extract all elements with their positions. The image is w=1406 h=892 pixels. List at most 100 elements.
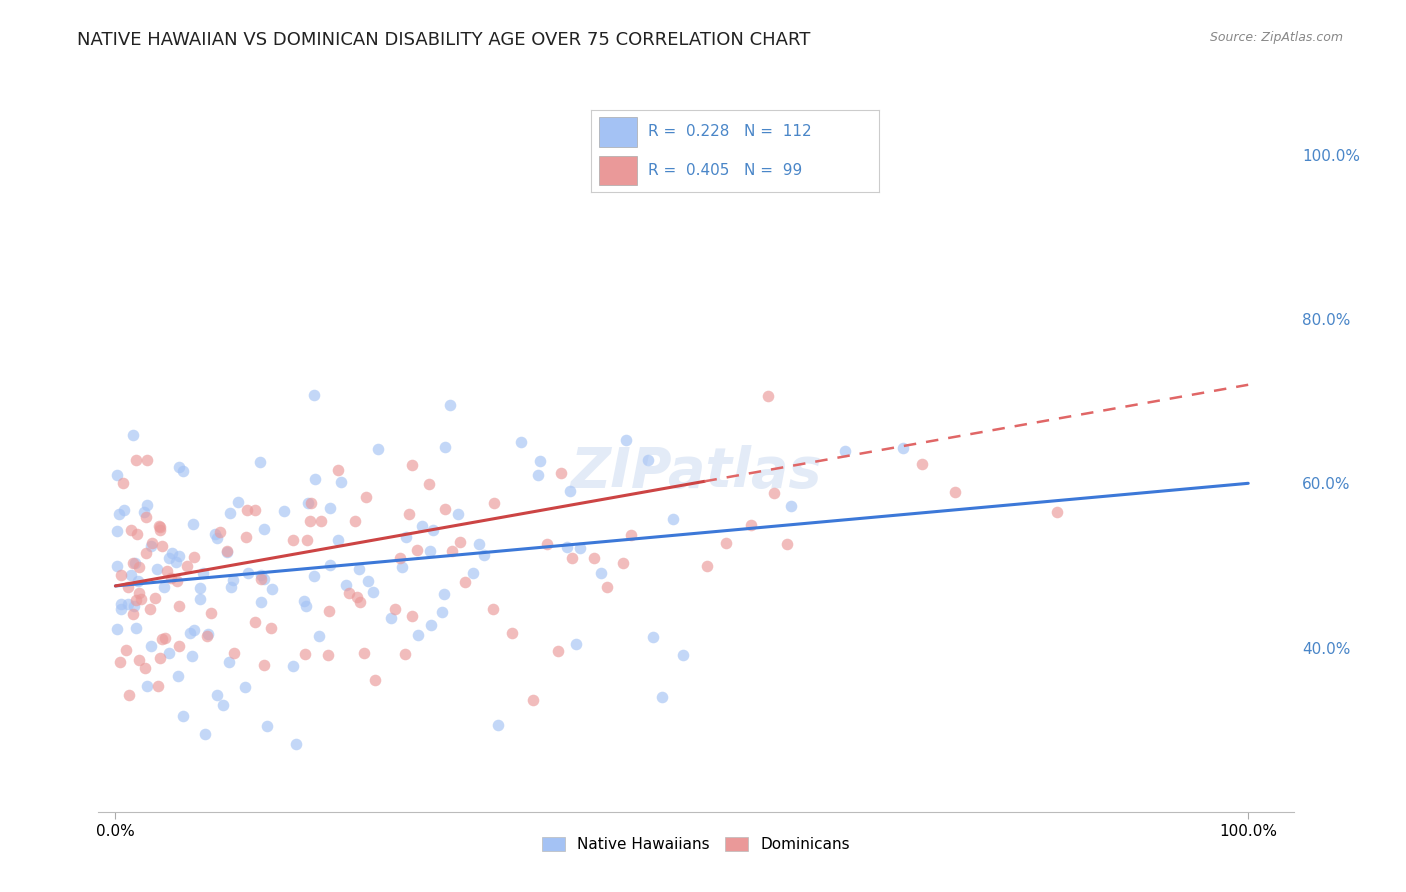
Dominicans [125, 592, 148, 607]
Dominicans [295, 533, 318, 547]
Dominicans [740, 517, 762, 532]
Native Hawaiians [510, 435, 533, 450]
Native Hawaiians [181, 516, 204, 531]
Legend: Native Hawaiians, Dominicans: Native Hawaiians, Dominicans [536, 830, 856, 858]
Dominicans [117, 688, 139, 702]
Dominicans [482, 496, 505, 510]
Dominicans [696, 558, 718, 573]
Dominicans [311, 514, 333, 528]
Dominicans [612, 556, 634, 570]
Text: NATIVE HAWAIIAN VS DOMINICAN DISABILITY AGE OVER 75 CORRELATION CHART: NATIVE HAWAIIAN VS DOMINICAN DISABILITY … [77, 31, 811, 49]
Native Hawaiians [641, 630, 664, 644]
Dominicans [776, 536, 799, 550]
Dominicans [343, 514, 366, 528]
Native Hawaiians [219, 506, 242, 520]
Native Hawaiians [651, 690, 673, 704]
Dominicans [143, 591, 166, 606]
Dominicans [200, 606, 222, 620]
Dominicans [354, 490, 377, 504]
Dominicans [120, 523, 142, 537]
Dominicans [294, 648, 316, 662]
Dominicans [243, 503, 266, 517]
Native Hawaiians [834, 444, 856, 458]
Dominicans [167, 639, 190, 653]
Native Hawaiians [165, 555, 187, 569]
Native Hawaiians [463, 566, 485, 580]
Dominicans [943, 485, 966, 500]
Dominicans [349, 595, 371, 609]
Native Hawaiians [411, 519, 433, 533]
Dominicans [440, 544, 463, 558]
Native Hawaiians [319, 500, 342, 515]
Native Hawaiians [215, 545, 238, 559]
Dominicans [148, 520, 170, 534]
Native Hawaiians [256, 719, 278, 733]
Native Hawaiians [326, 533, 349, 547]
Native Hawaiians [292, 594, 315, 608]
Native Hawaiians [297, 496, 319, 510]
Dominicans [401, 608, 423, 623]
Native Hawaiians [188, 591, 211, 606]
Native Hawaiians [160, 546, 183, 560]
Native Hawaiians [105, 622, 128, 636]
Native Hawaiians [468, 537, 491, 551]
Dominicans [136, 452, 159, 467]
Dominicans [195, 629, 218, 643]
Native Hawaiians [233, 681, 256, 695]
Native Hawaiians [212, 698, 235, 712]
Native Hawaiians [529, 454, 551, 468]
Native Hawaiians [250, 595, 273, 609]
Native Hawaiians [183, 624, 205, 638]
Native Hawaiians [637, 452, 659, 467]
Dominicans [125, 527, 148, 541]
Native Hawaiians [127, 574, 149, 588]
Dominicans [384, 602, 406, 616]
Dominicans [149, 523, 172, 537]
Dominicans [561, 551, 583, 566]
Native Hawaiians [112, 503, 135, 517]
Dominicans [209, 525, 232, 540]
Native Hawaiians [167, 460, 190, 475]
Dominicans [418, 477, 440, 491]
Native Hawaiians [157, 646, 180, 660]
Dominicans [299, 514, 322, 528]
Dominicans [326, 463, 349, 477]
Native Hawaiians [105, 558, 128, 573]
Native Hawaiians [439, 399, 461, 413]
Dominicans [243, 615, 266, 629]
Dominicans [141, 535, 163, 549]
Native Hawaiians [226, 495, 249, 509]
Native Hawaiians [779, 499, 801, 513]
Native Hawaiians [367, 442, 389, 456]
Native Hawaiians [105, 468, 128, 483]
Native Hawaiians [249, 455, 271, 469]
Native Hawaiians [253, 573, 276, 587]
Native Hawaiians [330, 475, 353, 490]
Native Hawaiians [446, 507, 468, 521]
Dominicans [215, 543, 238, 558]
Native Hawaiians [335, 578, 357, 592]
Dominicans [121, 607, 143, 621]
Native Hawaiians [105, 524, 128, 538]
Dominicans [1046, 505, 1069, 519]
Dominicans [714, 536, 737, 550]
Native Hawaiians [527, 467, 550, 482]
Native Hawaiians [108, 507, 131, 521]
Text: Source: ZipAtlas.com: Source: ZipAtlas.com [1209, 31, 1343, 45]
Dominicans [253, 658, 276, 673]
Dominicans [112, 476, 135, 491]
Native Hawaiians [304, 388, 326, 402]
Native Hawaiians [253, 523, 276, 537]
Dominicans [235, 530, 257, 544]
Native Hawaiians [433, 586, 456, 600]
Native Hawaiians [380, 611, 402, 625]
Native Hawaiians [191, 566, 214, 581]
Dominicans [122, 556, 145, 570]
Native Hawaiians [117, 598, 139, 612]
Dominicans [318, 604, 340, 618]
Text: R =  0.405   N =  99: R = 0.405 N = 99 [648, 163, 803, 178]
Native Hawaiians [134, 505, 156, 519]
Native Hawaiians [302, 568, 325, 582]
Dominicans [155, 632, 177, 646]
Native Hawaiians [205, 531, 228, 545]
